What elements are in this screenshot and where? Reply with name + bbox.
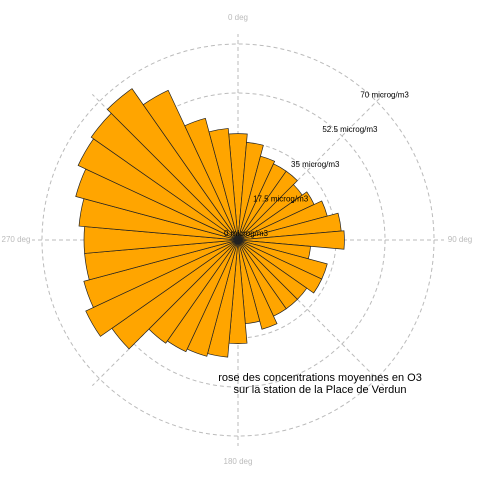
annotation: rose des concentrations moyennes en O3 (218, 372, 422, 384)
spoke (237, 239, 385, 387)
theta-tick-label: 270 deg (2, 235, 31, 244)
grid-circle (90, 92, 386, 388)
theta-tick-label: 90 deg (448, 235, 472, 244)
bar (208, 128, 239, 241)
r-tick-label: 17.5 microg/m3 (253, 194, 309, 203)
r-tick-label: 35 microg/m3 (291, 160, 340, 169)
grid-circle (41, 43, 435, 437)
theta-tick-label: 180 deg (224, 457, 253, 466)
spoke (91, 239, 239, 387)
bar (85, 239, 239, 337)
spoke (237, 93, 385, 241)
bar (237, 239, 278, 330)
bar (237, 155, 276, 241)
bar (106, 88, 239, 241)
bar (237, 170, 298, 241)
bar (184, 117, 239, 241)
bar (237, 239, 323, 294)
r-tick-label: 70 microg/m3 (360, 91, 409, 100)
bar (83, 239, 239, 308)
bar (142, 89, 239, 241)
bar (237, 230, 345, 250)
r-tick-label: 0 microg/m3 (224, 229, 269, 238)
r-tick-label: 52.5 microg/m3 (322, 125, 378, 134)
annotation: sur la station de la Place de Verdun (233, 384, 406, 396)
theta-tick-label: 0 deg (228, 13, 248, 22)
